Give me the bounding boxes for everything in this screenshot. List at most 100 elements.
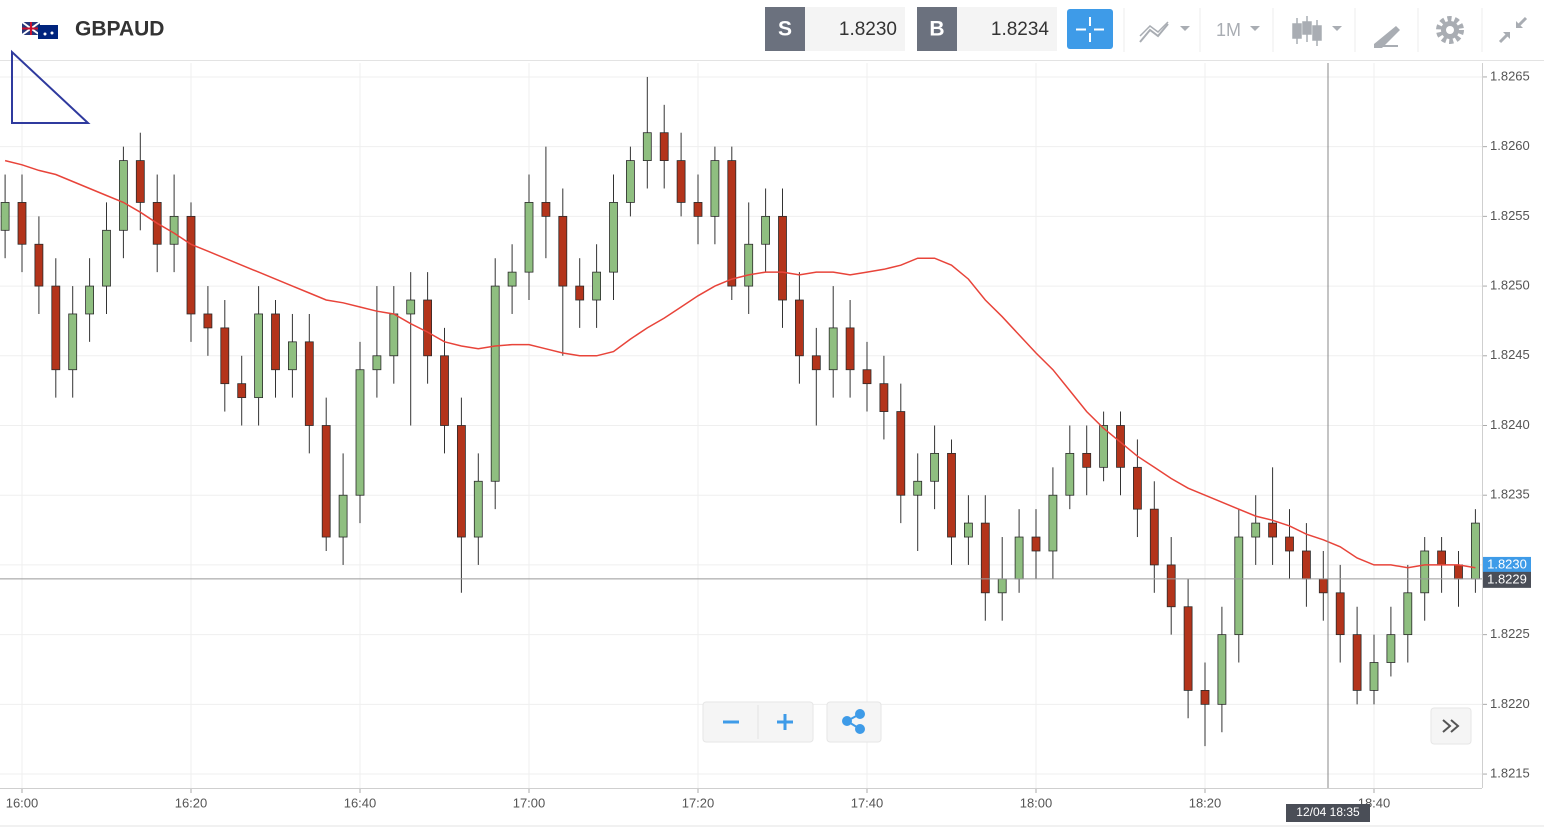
candle-body (862, 369, 872, 385)
y-tick-label: 1.8235 (1490, 487, 1530, 502)
candle-body (1031, 536, 1041, 552)
buy-button[interactable] (917, 7, 957, 51)
drawing-triangle[interactable] (11, 49, 91, 124)
candle-body (119, 160, 128, 231)
candle-body (1403, 592, 1413, 636)
zoom-in-button[interactable] (777, 714, 793, 730)
y-tick-label: 1.8265 (1490, 68, 1530, 83)
timeframe[interactable]: 1M (1216, 20, 1241, 40)
buy-price: 1.8234 (991, 19, 1050, 40)
timeframe-caret (1250, 26, 1260, 31)
candle-body (1116, 425, 1125, 468)
candle-body (896, 411, 906, 496)
sell-label: S (778, 18, 792, 41)
candle-body (626, 160, 635, 203)
candle-body (1420, 550, 1430, 594)
candle-body (575, 285, 585, 301)
candle-body (1318, 578, 1328, 594)
candle-body (930, 452, 939, 482)
candle-body (727, 160, 737, 287)
moving-average (4, 159, 1476, 569)
candle-body (980, 522, 990, 594)
chart-type-button[interactable] (1139, 21, 1190, 43)
draw-button[interactable] (1374, 26, 1400, 48)
sell-price: 1.8230 (839, 19, 897, 40)
candle-body (0, 202, 10, 231)
share-button[interactable] (826, 701, 882, 743)
candle-body (1437, 550, 1446, 566)
y-tick-label: 1.8250 (1490, 278, 1530, 293)
candle-body (879, 383, 889, 412)
candle-body (1285, 536, 1294, 552)
buy-label: B (929, 18, 944, 41)
x-tick-label: 17:40 (851, 795, 884, 810)
candle-body (811, 355, 821, 371)
candle-body (1082, 452, 1092, 468)
candle-body (710, 160, 720, 217)
crosshair-tag-label: 12/04 18:35 (1296, 805, 1360, 819)
candle-body (778, 215, 787, 301)
last-price-tag-label: 1.8229 (1487, 571, 1527, 586)
candle-body (609, 202, 618, 273)
candle-body (169, 215, 179, 245)
y-tick-label: 1.8240 (1490, 417, 1530, 432)
candle-body (1065, 452, 1075, 496)
candle-type-button[interactable] (1292, 16, 1342, 46)
candle-body (1099, 425, 1108, 468)
x-tick-label: 18:20 (1189, 795, 1222, 810)
candle-body (1352, 634, 1362, 691)
scroll-right-icon (1442, 719, 1460, 733)
candle-body (1149, 508, 1159, 566)
candle-body (1048, 494, 1058, 552)
candle-body (287, 341, 297, 371)
candle-body (490, 285, 500, 482)
y-tick-label: 1.8260 (1490, 138, 1530, 153)
candle-body (913, 480, 923, 496)
sell-button[interactable] (765, 7, 805, 51)
sell-price-tag-label: 1.8230 (1487, 556, 1527, 571)
candle-body (1251, 522, 1261, 538)
candle-body (389, 313, 399, 357)
sell-price-box[interactable] (805, 7, 905, 51)
plot-area: 1.8215 1.8220 1.8225 1.8230 1.8235 1.8240 1.82… (0, 63, 1544, 827)
share-icon (842, 709, 865, 734)
candle-body (1014, 536, 1024, 580)
candle-body (1268, 522, 1277, 538)
candle-body (1369, 662, 1379, 691)
candle-body (795, 299, 804, 357)
candle-body (1217, 634, 1227, 705)
x-tick-label: 18:00 (1020, 795, 1053, 810)
candle-body (964, 522, 973, 538)
candle-body (338, 494, 348, 538)
candle-body (1335, 592, 1345, 636)
crosshair-button[interactable] (1067, 9, 1113, 49)
y-tick-label: 1.8255 (1490, 208, 1530, 223)
y-tick-label: 1.8215 (1490, 765, 1530, 780)
candle-body (473, 480, 483, 538)
buy-price-box[interactable] (957, 7, 1057, 51)
candle-body (845, 327, 855, 371)
candle-body (524, 202, 534, 273)
candle-body (271, 313, 280, 371)
symbol: GBPAUD (75, 18, 164, 41)
candle-body (1200, 690, 1210, 705)
candle-body (203, 313, 213, 329)
candle-body (102, 229, 111, 287)
candle-body (254, 313, 264, 399)
last-price-tag (1483, 571, 1531, 588)
sell-price-tag (1483, 556, 1531, 573)
candle-body (1386, 634, 1396, 663)
candle-body (592, 271, 601, 301)
x-tick-label: 17:20 (682, 795, 715, 810)
y-tick-label: 1.8245 (1490, 347, 1530, 362)
candle-body (507, 271, 517, 287)
settings-button[interactable] (1436, 16, 1464, 44)
candle-body (828, 327, 838, 371)
crosshair-tag (1286, 804, 1370, 822)
collapse-button[interactable] (1498, 16, 1528, 44)
candle-body (372, 355, 382, 371)
candle-body (85, 285, 94, 315)
y-tick-label: 1.8225 (1490, 626, 1530, 641)
